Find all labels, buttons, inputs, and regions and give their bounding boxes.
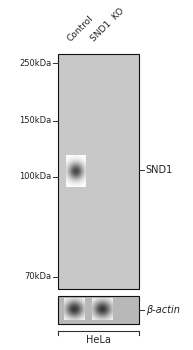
- Text: 150kDa: 150kDa: [19, 116, 52, 125]
- Text: SND1: SND1: [146, 165, 173, 175]
- Text: SND1  KO: SND1 KO: [89, 7, 126, 44]
- Text: 100kDa: 100kDa: [19, 172, 52, 181]
- Bar: [58, 296, 139, 324]
- Text: Control: Control: [66, 14, 96, 44]
- Text: β-actin: β-actin: [146, 306, 180, 315]
- Text: HeLa: HeLa: [86, 335, 111, 345]
- Text: 250kDa: 250kDa: [19, 58, 52, 68]
- Bar: [58, 54, 139, 289]
- Text: 70kDa: 70kDa: [24, 272, 52, 281]
